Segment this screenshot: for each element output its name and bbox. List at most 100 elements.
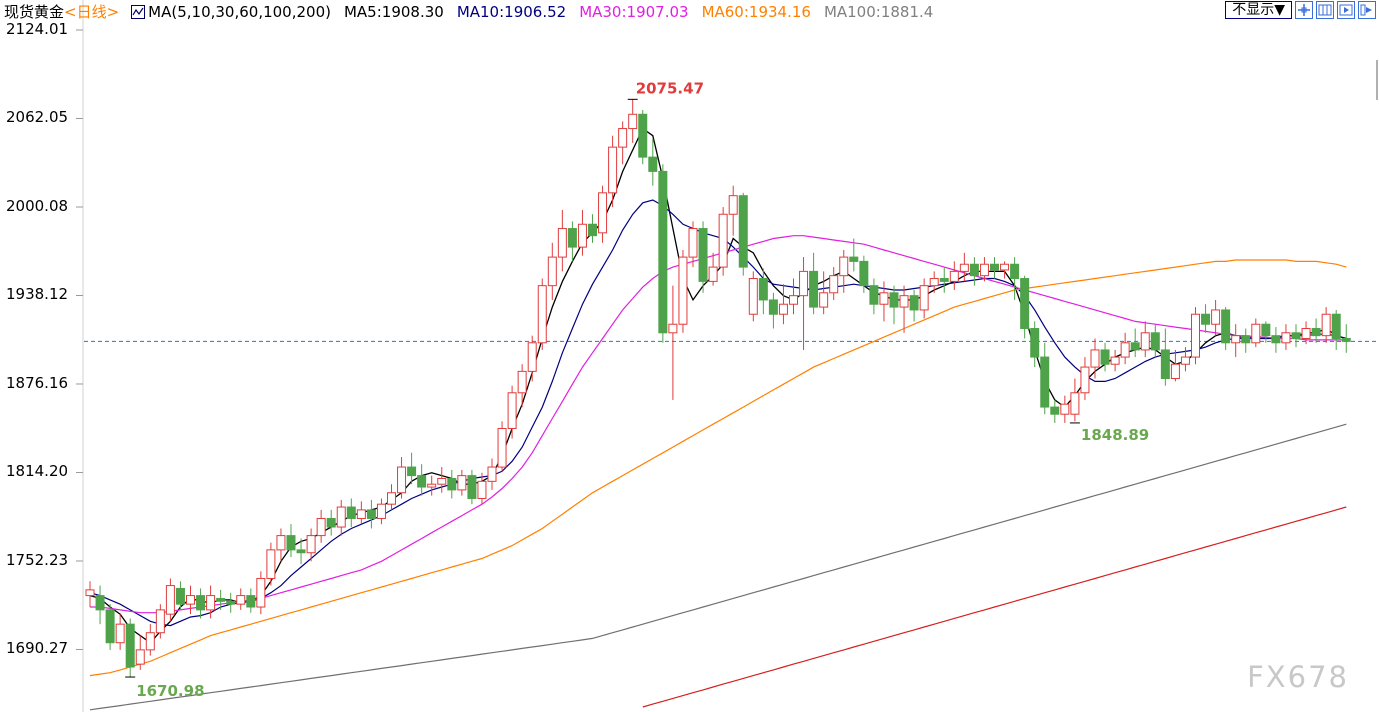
candle-body: [105, 609, 115, 644]
candle-body: [1301, 328, 1311, 340]
candle: [427, 475, 437, 496]
candle: [155, 604, 165, 639]
y-tick-label: 1814.20: [6, 462, 69, 481]
candle: [859, 255, 869, 293]
candle-body: [618, 128, 628, 148]
candle-body: [648, 156, 658, 172]
y-tick-label: 1752.23: [6, 550, 69, 569]
candle: [397, 457, 407, 499]
candle-body: [718, 213, 728, 268]
candle: [899, 285, 909, 333]
ma10-value: MA10:1906.52: [456, 3, 567, 21]
y-tick-label: 2000.08: [6, 197, 69, 215]
candle-body: [939, 278, 949, 282]
candle: [839, 249, 849, 293]
candle-body: [547, 256, 557, 287]
candle: [809, 252, 819, 315]
candle-body: [708, 266, 718, 282]
crosshair-icon[interactable]: [1295, 1, 1313, 19]
candle: [1321, 307, 1331, 343]
candle: [165, 578, 175, 622]
candle: [738, 192, 748, 276]
candle-body: [85, 589, 95, 597]
candle: [979, 257, 989, 282]
candle-body: [306, 535, 316, 554]
candle-body: [628, 113, 638, 130]
forward-icon[interactable]: [1358, 1, 1376, 19]
candle-body: [1271, 335, 1281, 344]
candle: [618, 121, 628, 165]
candle: [1160, 328, 1170, 386]
candle: [346, 498, 356, 528]
candle: [407, 452, 417, 485]
candle: [969, 257, 979, 286]
ma-indicator-icon[interactable]: [131, 5, 146, 19]
candle-body: [95, 595, 105, 611]
candle-body: [879, 292, 889, 305]
candle-body: [145, 632, 155, 651]
candle: [376, 498, 386, 525]
candle: [1000, 261, 1010, 279]
candle: [588, 214, 597, 243]
candle-body: [1130, 342, 1140, 351]
candle: [206, 585, 216, 619]
candle: [799, 257, 809, 350]
candle-body: [1241, 335, 1251, 344]
candle: [266, 542, 276, 586]
ma100-value: MA100:1881.4: [823, 3, 934, 21]
candles: [85, 99, 1351, 678]
candle: [467, 469, 477, 505]
candle: [537, 278, 547, 350]
candle: [1140, 321, 1150, 358]
candle-body: [1291, 332, 1301, 340]
candle-body: [758, 278, 768, 301]
candle: [236, 588, 246, 610]
candle: [216, 589, 226, 610]
candle-body: [1080, 366, 1090, 394]
zoom-icon[interactable]: [1316, 1, 1334, 19]
candle: [95, 585, 105, 625]
candle: [869, 278, 879, 315]
candle: [1271, 327, 1281, 353]
candle-body: [296, 549, 306, 554]
candle-body: [326, 517, 336, 528]
candle-body: [1060, 403, 1070, 415]
candle-body: [1110, 356, 1120, 365]
candle: [1261, 321, 1271, 343]
candle: [789, 278, 798, 315]
candle-body: [768, 299, 778, 315]
candle: [246, 588, 256, 613]
candle: [1010, 257, 1020, 300]
candle-body: [457, 475, 467, 491]
candle: [1150, 324, 1160, 358]
candle: [819, 271, 829, 315]
candle-body: [206, 595, 216, 611]
low-label: 1670.98: [136, 682, 204, 700]
play-icon[interactable]: [1337, 1, 1355, 19]
candle-body: [125, 623, 135, 668]
ma30-line: [90, 235, 1347, 614]
candle: [326, 509, 336, 536]
candle-body: [276, 535, 286, 551]
hide-dropdown[interactable]: 不显示▼: [1225, 1, 1292, 19]
candle-body: [1120, 342, 1130, 358]
candle-body: [407, 466, 417, 477]
y-tick-label: 1938.12: [6, 285, 69, 304]
candle: [1301, 321, 1311, 345]
candle: [306, 528, 316, 562]
candle-body: [397, 466, 407, 494]
candle: [758, 268, 768, 315]
candle: [447, 469, 457, 499]
period-selector[interactable]: <日线>: [64, 3, 120, 21]
candle: [85, 581, 95, 608]
candle-body: [668, 323, 678, 334]
candle-body: [246, 595, 256, 608]
ma60-value: MA60:1934.16: [701, 3, 811, 21]
candle-body: [236, 595, 246, 605]
candle-body: [678, 256, 688, 325]
candle-body: [1321, 313, 1331, 337]
candle: [939, 267, 949, 293]
candle-body: [447, 477, 457, 491]
candle-body: [165, 585, 175, 615]
